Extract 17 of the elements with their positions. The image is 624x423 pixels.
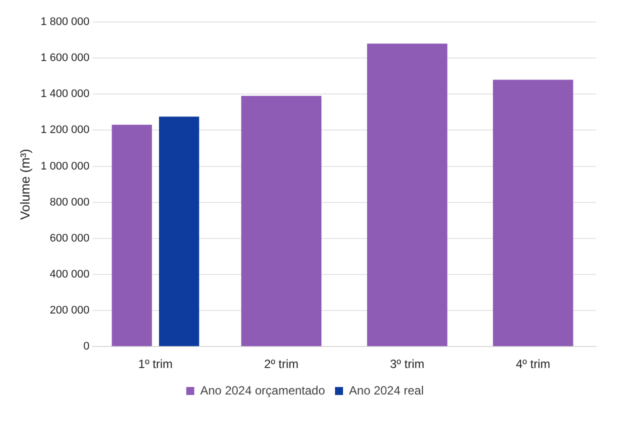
y-tick-label: 1 800 000 <box>40 16 90 28</box>
y-tick-label: 1 000 000 <box>40 160 90 172</box>
x-tick-label: 1º trim <box>138 357 173 372</box>
x-tick-label: 2º trim <box>264 357 299 372</box>
y-tick-label: 0 <box>83 340 90 353</box>
x-tick-label: 4º trim <box>516 357 550 372</box>
y-tick-label: 400 000 <box>50 268 90 280</box>
x-tick-label: 3º trim <box>390 357 424 372</box>
y-tick-label: 200 000 <box>50 304 90 317</box>
legend-label: Ano 2024 orçamentado <box>200 383 326 398</box>
y-axis-title: Volume (m³) <box>17 148 32 220</box>
y-tick-label: 1 600 000 <box>40 52 90 64</box>
y-tick-label: 1 200 000 <box>40 124 90 136</box>
y-tick-label: 600 000 <box>50 232 90 244</box>
legend-label: Ano 2024 real <box>349 383 424 398</box>
y-tick-label: 1 400 000 <box>40 88 90 100</box>
y-tick-label: 800 000 <box>50 196 90 208</box>
